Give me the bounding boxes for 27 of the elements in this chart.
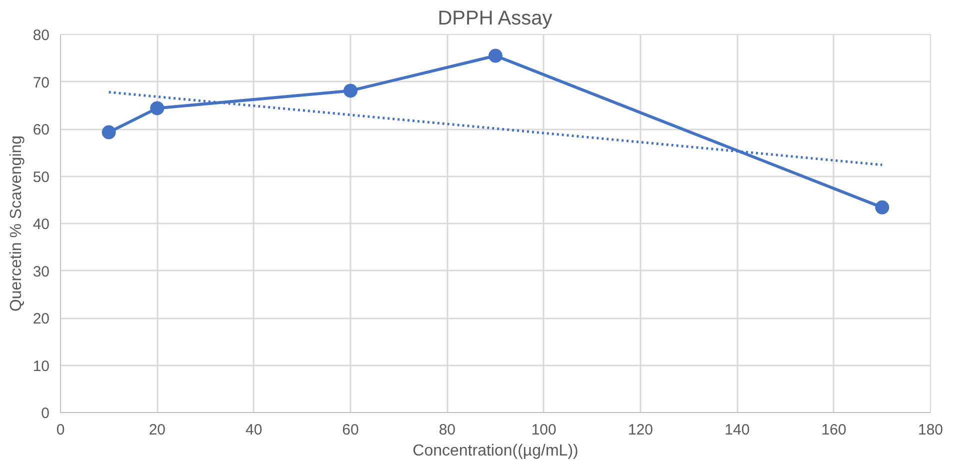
x-tick-label: 140 [724,422,750,438]
y-tick-label: 10 [32,358,50,375]
x-tick-label: 120 [628,422,654,438]
point [150,101,164,116]
y-tick-label: 30 [32,263,50,280]
y-tick-label: 0 [41,405,50,422]
y-tick-label: 60 [32,122,50,138]
y-tick-label: 40 [32,216,50,233]
point [344,84,358,98]
x-tick-label: 180 [918,422,944,438]
point [488,48,502,63]
x-tick-label: 100 [531,422,556,438]
point [875,200,890,214]
x-tick-label: 160 [821,422,846,438]
x-tick-label: 20 [148,422,166,438]
y-tick-label: 50 [32,168,50,186]
x-axis-title: Concentration((µg/mL)) [412,442,578,460]
point [102,125,116,140]
x-tick-label: 60 [342,422,359,438]
x-tick-label: 40 [245,422,262,438]
y-tick-label: 70 [32,74,50,92]
y-axis-title: Quercetin % Scavenging [8,135,25,312]
chart-title: DPPH Assay [438,8,552,30]
x-tick-label: 0 [56,422,65,438]
x-tick-label: 80 [438,422,456,438]
y-tick-label: 80 [32,27,50,44]
y-tick-label: 20 [32,310,50,328]
